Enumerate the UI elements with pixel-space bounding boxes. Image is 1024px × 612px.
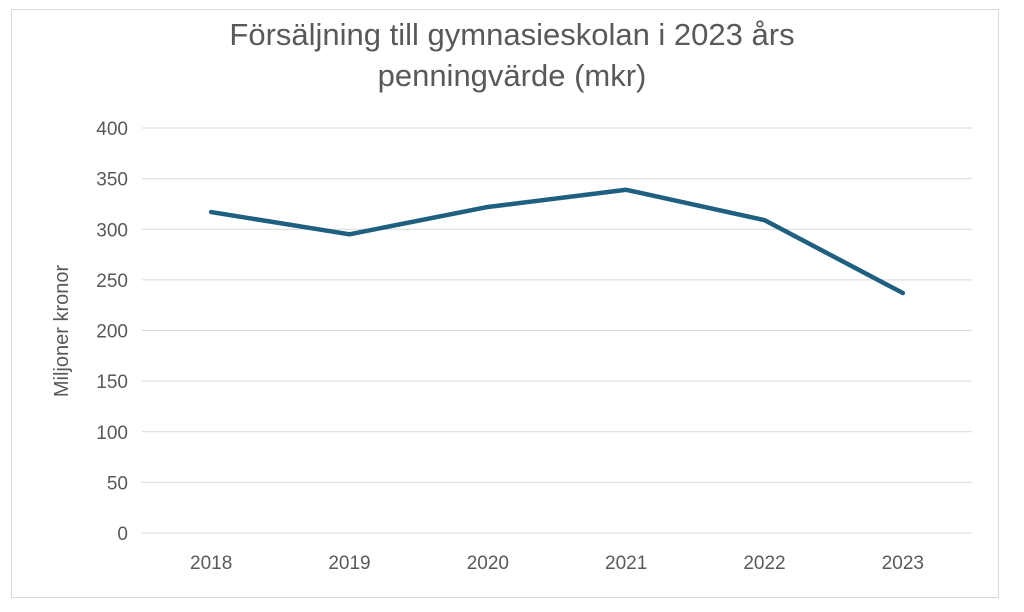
y-axis-ticks: 0 50 100 150 200 250 300 350 400 [96,119,128,545]
series-line-0 [208,187,906,296]
y-tick-label-150: 150 [96,372,128,393]
y-tick-label-400: 400 [96,119,128,140]
y-tick-label-200: 200 [96,322,128,343]
y-axis-label: Miljoner kronor [51,265,73,398]
chart-frame [11,9,999,598]
y-tick-label-100: 100 [96,423,128,444]
x-tick-label-2023: 2023 [882,553,924,574]
y-tick-label-0: 0 [117,524,128,545]
x-tick-label-2018: 2018 [190,553,232,574]
x-axis-ticks: 2018 2019 2020 2021 2022 2023 [190,553,924,574]
y-tick-label-350: 350 [96,170,128,191]
y-tick-label-250: 250 [96,271,128,292]
y-tick-label-300: 300 [96,220,128,241]
x-tick-label-2021: 2021 [605,553,647,574]
chart-title-line-1: Försäljning till gymnasieskolan i 2023 å… [229,17,795,52]
x-tick-label-2022: 2022 [743,553,785,574]
x-tick-label-2019: 2019 [328,553,370,574]
x-tick-label-2020: 2020 [467,553,509,574]
chart-title: Försäljning till gymnasieskolan i 2023 å… [0,14,1024,96]
y-tick-label-50: 50 [107,473,128,494]
series-group [208,187,906,296]
chart-title-line-2: penningvärde (mkr) [377,58,647,93]
gridlines [142,127,972,534]
